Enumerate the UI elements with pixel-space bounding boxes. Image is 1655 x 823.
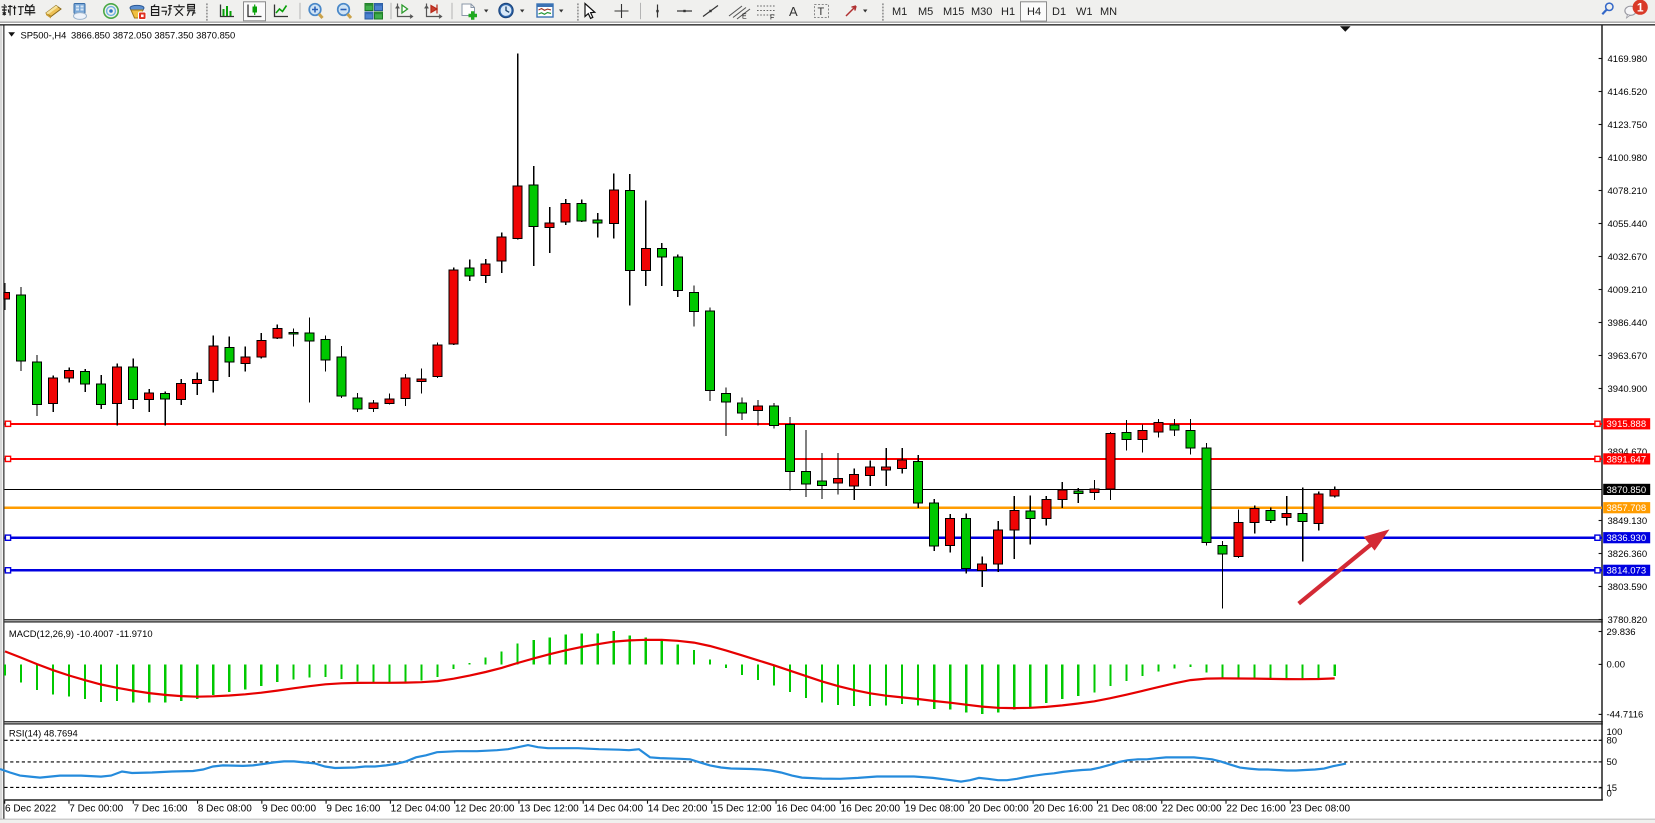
svg-text:3814.073: 3814.073 [1607,566,1647,577]
svg-text:14 Dec 20:00: 14 Dec 20:00 [648,804,708,815]
svg-text:M5: M5 [918,6,933,18]
svg-text:4100.980: 4100.980 [1608,153,1648,164]
svg-text:1: 1 [1637,0,1644,14]
svg-text:0.00: 0.00 [1607,660,1626,671]
svg-text:3849.130: 3849.130 [1608,516,1648,527]
svg-text:3836.930: 3836.930 [1607,533,1647,544]
svg-text:7 Dec 00:00: 7 Dec 00:00 [69,804,123,815]
svg-text:MACD(12,26,9) -10.4007 -11.971: MACD(12,26,9) -10.4007 -11.9710 [9,628,153,639]
svg-text:9 Dec 16:00: 9 Dec 16:00 [326,804,380,815]
svg-text:-44.7116: -44.7116 [1607,710,1644,721]
svg-text:F: F [770,15,774,22]
svg-text:M1: M1 [892,6,907,18]
svg-text:W1: W1 [1076,6,1093,18]
svg-text:3940.900: 3940.900 [1608,384,1648,395]
svg-text:22 Dec 00:00: 22 Dec 00:00 [1162,804,1222,815]
svg-text:4123.750: 4123.750 [1608,120,1648,131]
svg-text:D1: D1 [1052,6,1066,18]
svg-text:3891.647: 3891.647 [1607,454,1647,465]
svg-text:22 Dec 16:00: 22 Dec 16:00 [1226,804,1286,815]
svg-text:M15: M15 [943,6,964,18]
svg-text:3986.440: 3986.440 [1608,318,1648,329]
svg-text:MN: MN [1100,6,1117,18]
svg-text:7 Dec 16:00: 7 Dec 16:00 [134,804,188,815]
svg-text:100: 100 [1607,727,1623,738]
svg-text:SP500-,H4: SP500-,H4 [21,30,67,41]
svg-text:21 Dec 08:00: 21 Dec 08:00 [1098,804,1158,815]
svg-text:8 Dec 08:00: 8 Dec 08:00 [198,804,252,815]
svg-text:3894.670: 3894.670 [1608,447,1648,458]
svg-text:M30: M30 [971,6,992,18]
svg-text:3857.708: 3857.708 [1607,503,1647,514]
svg-text:15: 15 [1607,783,1618,794]
svg-text:80: 80 [1607,736,1618,747]
svg-text:4032.670: 4032.670 [1608,252,1648,263]
svg-text:3963.670: 3963.670 [1608,351,1648,362]
svg-text:19 Dec 08:00: 19 Dec 08:00 [905,804,965,815]
svg-text:13 Dec 12:00: 13 Dec 12:00 [519,804,579,815]
svg-text:3780.820: 3780.820 [1608,615,1648,626]
svg-text:3915.888: 3915.888 [1607,419,1647,430]
svg-text:23 Dec 08:00: 23 Dec 08:00 [1291,804,1351,815]
svg-text:14 Dec 04:00: 14 Dec 04:00 [584,804,644,815]
svg-text:3870.850: 3870.850 [1607,485,1647,496]
svg-text:12 Dec 04:00: 12 Dec 04:00 [391,804,451,815]
svg-text:A: A [789,4,798,19]
svg-text:50: 50 [1607,757,1618,768]
svg-text:9 Dec 00:00: 9 Dec 00:00 [262,804,316,815]
svg-text:29.836: 29.836 [1607,627,1636,638]
svg-text:16 Dec 04:00: 16 Dec 04:00 [776,804,836,815]
svg-text:4146.520: 4146.520 [1608,87,1648,98]
svg-text:4078.210: 4078.210 [1608,186,1648,197]
svg-text:4055.440: 4055.440 [1608,219,1648,230]
svg-text:20 Dec 00:00: 20 Dec 00:00 [969,804,1029,815]
svg-text:12 Dec 20:00: 12 Dec 20:00 [455,804,515,815]
svg-text:6 Dec 2022: 6 Dec 2022 [5,804,57,815]
svg-text:15 Dec 12:00: 15 Dec 12:00 [712,804,772,815]
svg-text:H4: H4 [1027,6,1041,18]
svg-text:H1: H1 [1001,6,1015,18]
svg-text:RSI(14) 48.7694: RSI(14) 48.7694 [9,727,78,738]
svg-text:4009.210: 4009.210 [1608,285,1648,296]
svg-text:20 Dec 16:00: 20 Dec 16:00 [1033,804,1093,815]
svg-text:0: 0 [1607,789,1612,800]
svg-text:16 Dec 20:00: 16 Dec 20:00 [841,804,901,815]
svg-text:3803.590: 3803.590 [1608,582,1648,593]
svg-text:3826.360: 3826.360 [1608,549,1648,560]
svg-text:E: E [742,14,747,21]
svg-text:T: T [818,6,825,18]
svg-text:3866.850 3872.050 3857.350 387: 3866.850 3872.050 3857.350 3870.850 [71,30,235,41]
svg-text:4169.980: 4169.980 [1608,54,1648,65]
